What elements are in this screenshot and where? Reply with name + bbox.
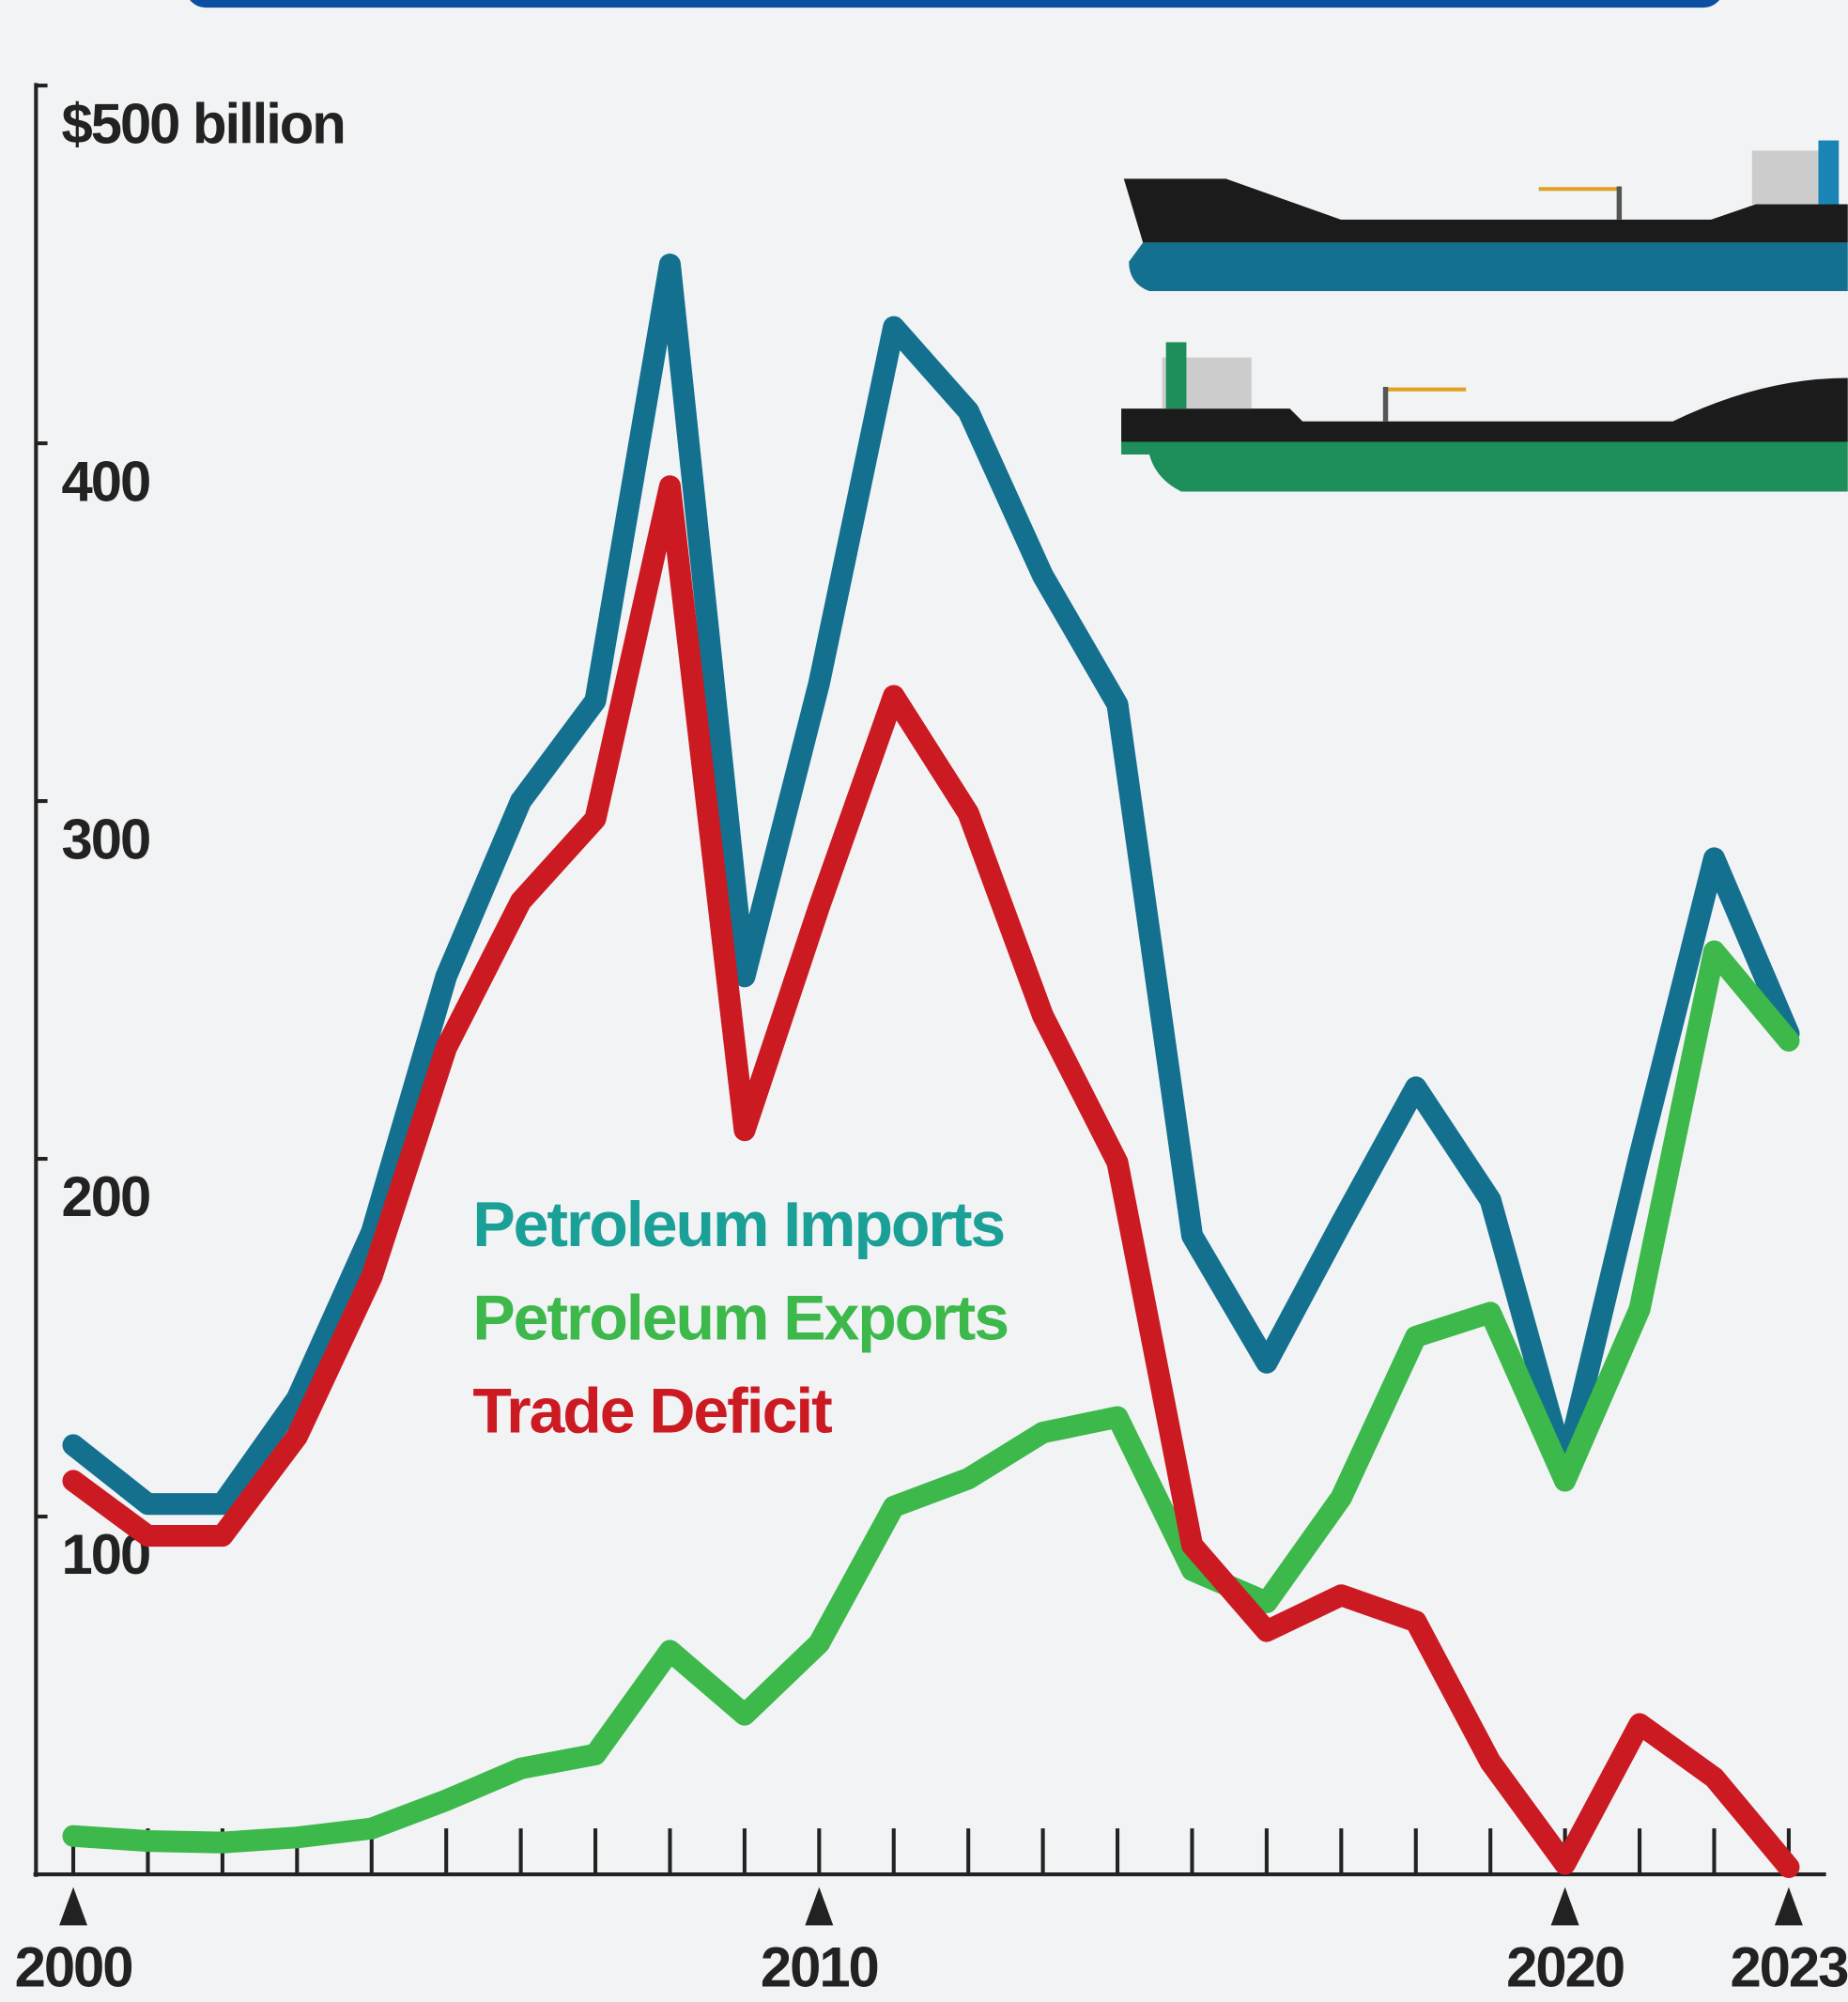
x-tick-marker: [805, 1886, 834, 1926]
series-line: [62, 940, 1800, 1854]
x-tick-marker: [1774, 1886, 1803, 1926]
x-tick-label: 2020: [1506, 1936, 1624, 1999]
y-tick-label: $500 billion: [62, 92, 345, 155]
legend-label: Petroleum Imports: [472, 1189, 1004, 1260]
x-tick-marker: [59, 1886, 88, 1926]
ship-blue: [1123, 140, 1848, 292]
x-tick-label: 2000: [15, 1936, 132, 1999]
ship-green: [1121, 342, 1848, 492]
x-tick-marker: [1550, 1886, 1579, 1926]
y-tick-label: 400: [62, 450, 150, 513]
legend-label: Petroleum Exports: [472, 1282, 1008, 1353]
y-tick-label: 300: [62, 808, 150, 870]
legend-label: Trade Deficit: [472, 1376, 832, 1447]
y-tick-label: 200: [62, 1165, 150, 1228]
series-line: [62, 254, 1800, 1516]
series-line: [62, 475, 1800, 1878]
header-bar: [190, 0, 1720, 8]
x-tick-label: 2023: [1730, 1936, 1848, 1999]
x-tick-label: 2010: [761, 1936, 878, 1999]
